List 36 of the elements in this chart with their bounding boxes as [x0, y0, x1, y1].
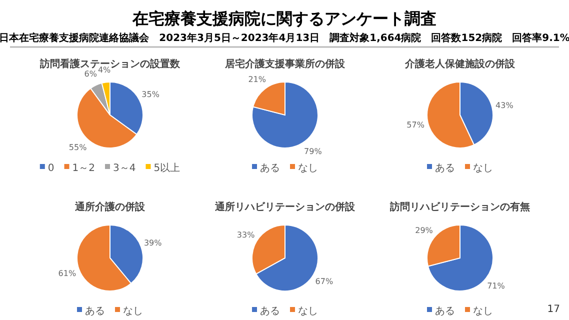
text: 17: [547, 304, 560, 315]
legend-label: なし: [473, 163, 493, 174]
data-label: 61%: [58, 269, 76, 278]
data-label: 33%: [236, 230, 256, 240]
chart-title: 訪問リハビリテーションの有無: [389, 201, 530, 213]
pie-slice: [252, 82, 318, 148]
data-label: 43%: [496, 100, 514, 110]
data-label: 29%: [415, 226, 434, 235]
data-label: 6%: [84, 70, 98, 79]
legend-label: 1～2: [72, 163, 95, 174]
data-label: 79%: [304, 146, 322, 156]
legend-label: 5以上: [154, 162, 180, 174]
legend-label: なし: [123, 306, 143, 317]
chart-title: 居宅介護支援事業所の併設: [224, 58, 346, 70]
legend-label: 0: [48, 163, 54, 174]
legend-label: ある: [435, 163, 455, 174]
legend-label: ある: [260, 163, 280, 174]
data-label: 71%: [487, 282, 506, 291]
data-label: 4%: [98, 66, 112, 75]
legend-label: ある: [85, 306, 105, 317]
chart-title: 通所リハビリテーションの併設: [214, 201, 356, 213]
chart-title: 介護老人保健施設の併設: [404, 58, 516, 70]
chart-title: 通所介護の併設: [74, 201, 146, 213]
legend-label: なし: [473, 306, 493, 317]
data-label: 67%: [315, 276, 334, 286]
data-label: 35%: [142, 90, 160, 100]
legend-label: なし: [298, 306, 318, 317]
legend-label: ある: [260, 306, 280, 317]
data-label: 39%: [144, 238, 162, 248]
legend-label: なし: [298, 163, 318, 174]
data-label: 55%: [68, 143, 88, 152]
data-label: 57%: [406, 120, 425, 130]
text: 在宅療養支援病院に関するアンケート調査: [132, 9, 436, 28]
legend-label: 3～4: [113, 163, 136, 174]
data-label: 21%: [248, 74, 266, 84]
legend-label: ある: [435, 306, 455, 317]
